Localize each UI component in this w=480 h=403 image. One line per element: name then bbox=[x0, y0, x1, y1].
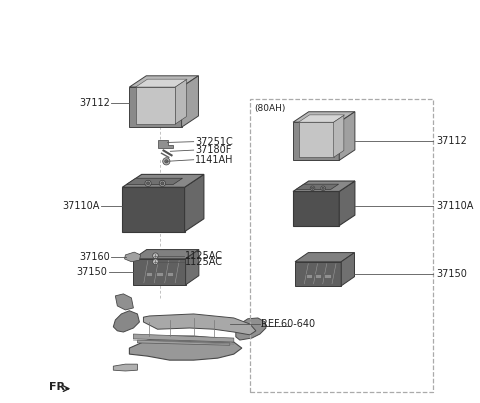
Polygon shape bbox=[130, 87, 181, 127]
Circle shape bbox=[312, 187, 313, 189]
Text: 37160: 37160 bbox=[79, 252, 110, 262]
Polygon shape bbox=[186, 249, 199, 285]
Circle shape bbox=[163, 158, 170, 165]
Circle shape bbox=[161, 182, 164, 185]
Polygon shape bbox=[295, 262, 341, 286]
Polygon shape bbox=[293, 181, 355, 191]
Polygon shape bbox=[341, 253, 355, 286]
Polygon shape bbox=[181, 76, 198, 127]
Text: 1125AC: 1125AC bbox=[185, 257, 223, 267]
Polygon shape bbox=[158, 140, 173, 148]
Text: 37150: 37150 bbox=[436, 269, 467, 279]
Circle shape bbox=[165, 160, 168, 163]
Polygon shape bbox=[113, 311, 139, 332]
Circle shape bbox=[146, 182, 150, 185]
Polygon shape bbox=[293, 122, 339, 160]
Circle shape bbox=[153, 253, 158, 259]
Polygon shape bbox=[133, 259, 186, 285]
Polygon shape bbox=[136, 79, 187, 87]
Polygon shape bbox=[295, 253, 355, 262]
Polygon shape bbox=[293, 112, 355, 122]
Polygon shape bbox=[185, 174, 204, 232]
Bar bbox=[167, 272, 173, 276]
Text: 37251C: 37251C bbox=[195, 137, 233, 147]
Polygon shape bbox=[113, 364, 137, 371]
Circle shape bbox=[145, 180, 151, 187]
Polygon shape bbox=[137, 340, 230, 345]
Polygon shape bbox=[122, 174, 204, 187]
Circle shape bbox=[153, 259, 158, 264]
Circle shape bbox=[321, 186, 325, 191]
Text: 37180F: 37180F bbox=[195, 145, 231, 155]
Polygon shape bbox=[130, 76, 198, 87]
Polygon shape bbox=[299, 122, 334, 157]
Polygon shape bbox=[130, 336, 242, 360]
Polygon shape bbox=[334, 115, 344, 157]
Polygon shape bbox=[126, 178, 182, 185]
Bar bbox=[315, 274, 321, 278]
Polygon shape bbox=[299, 115, 345, 122]
Bar bbox=[306, 274, 312, 278]
Text: 37110A: 37110A bbox=[63, 201, 100, 210]
Polygon shape bbox=[133, 334, 234, 342]
Circle shape bbox=[310, 186, 315, 191]
Polygon shape bbox=[175, 80, 186, 124]
Polygon shape bbox=[293, 191, 339, 226]
Text: REF.60-640: REF.60-640 bbox=[261, 319, 315, 329]
Polygon shape bbox=[144, 314, 256, 335]
Polygon shape bbox=[115, 294, 133, 310]
Polygon shape bbox=[133, 249, 199, 259]
Text: FR.: FR. bbox=[49, 382, 70, 392]
Polygon shape bbox=[236, 318, 266, 340]
Bar bbox=[156, 272, 163, 276]
Polygon shape bbox=[136, 87, 175, 124]
Polygon shape bbox=[339, 181, 355, 226]
Text: 1125AC: 1125AC bbox=[185, 251, 223, 261]
Polygon shape bbox=[339, 112, 355, 160]
Text: 37110A: 37110A bbox=[436, 201, 473, 210]
Text: 37112: 37112 bbox=[436, 136, 467, 146]
Text: 37150: 37150 bbox=[76, 267, 108, 277]
Circle shape bbox=[159, 180, 166, 187]
Polygon shape bbox=[125, 252, 141, 262]
Circle shape bbox=[322, 187, 324, 189]
Bar bbox=[324, 274, 331, 278]
Text: (80AH): (80AH) bbox=[255, 104, 286, 113]
Polygon shape bbox=[296, 184, 339, 189]
Text: 1141AH: 1141AH bbox=[195, 155, 233, 165]
Text: 37112: 37112 bbox=[79, 98, 110, 108]
Bar bbox=[146, 272, 152, 276]
Polygon shape bbox=[122, 187, 185, 232]
